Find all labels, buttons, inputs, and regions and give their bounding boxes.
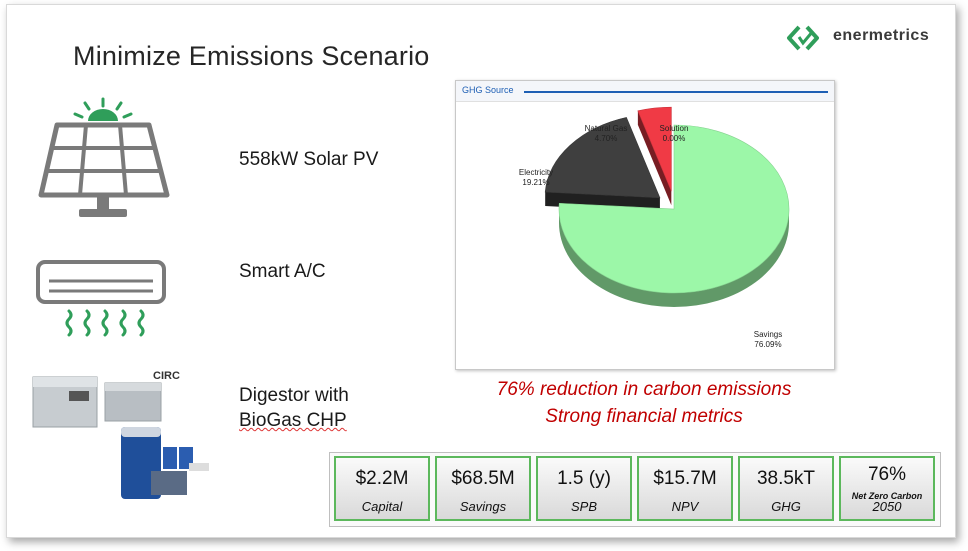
metric-label: 2050 xyxy=(872,499,902,514)
metric-value: 38.5kT xyxy=(756,468,816,489)
air-conditioner-icon xyxy=(36,260,166,337)
metric-label: Savings xyxy=(459,499,507,514)
pie-label-savings: Savings xyxy=(754,330,782,339)
pie-slice-electricity xyxy=(544,117,661,199)
headline-reduction: 76% reduction in carbon emissions xyxy=(496,379,792,400)
metric-value: 1.5 (y) xyxy=(557,468,611,489)
pie-label-natural-gas: Natural Gas xyxy=(585,124,628,133)
metric-label: NPV xyxy=(671,499,699,514)
metric-value: 76% xyxy=(867,464,907,485)
feature-digestor-line1: Digestor with xyxy=(239,385,349,406)
chart-header: GHG Source xyxy=(456,81,834,102)
digestor-equipment-image: CIRC xyxy=(32,370,209,499)
metric-value: $2.2M xyxy=(355,468,409,489)
chart-title-rule xyxy=(524,91,828,93)
pie-value-electricity: 19.21% xyxy=(522,178,549,187)
pie-slice-savings xyxy=(558,124,790,294)
enermetrics-logo-icon xyxy=(787,25,819,51)
pie-value-solution: 0.00% xyxy=(663,134,686,143)
solar-panel-icon xyxy=(38,97,170,217)
metric-label: Capital xyxy=(361,499,403,514)
metric-sub-label: Net Zero Carbon xyxy=(851,491,923,501)
metric-spb: 1.5 (y) SPB xyxy=(536,456,632,521)
pie-slice-natural-gas xyxy=(637,106,672,192)
metric-label: GHG xyxy=(771,499,801,514)
metric-ghg: 38.5kT GHG xyxy=(738,456,834,521)
page-title: Minimize Emissions Scenario xyxy=(73,41,430,71)
feature-digestor-line2: BioGas CHP xyxy=(239,410,347,431)
feature-smart-ac: Smart A/C xyxy=(239,261,326,282)
pie-value-natural-gas: 4.70% xyxy=(595,134,618,143)
headline-financial: Strong financial metrics xyxy=(545,406,743,427)
metric-capital: $2.2M Capital xyxy=(334,456,430,521)
metric-net-zero: 76% Net Zero Carbon 2050 xyxy=(839,456,935,521)
slide: Minimize Emissions Scenario enermetrics xyxy=(6,4,956,538)
feature-solar-pv: 558kW Solar PV xyxy=(239,149,379,170)
pie-value-savings: 76.09% xyxy=(754,340,781,349)
pie-slice-side-savings xyxy=(559,209,789,307)
equipment-label: CIRC xyxy=(153,370,180,382)
logo-text: enermetrics xyxy=(833,27,930,44)
pie-label-electricity: Electricity xyxy=(519,168,553,177)
metric-npv: $15.7M NPV xyxy=(637,456,733,521)
chart-title: GHG Source xyxy=(462,85,514,95)
pie-label-solution: Solution xyxy=(660,124,689,133)
metric-value: $15.7M xyxy=(653,468,717,489)
metric-savings: $68.5M Savings xyxy=(435,456,531,521)
feature-digestor: Digestor with BioGas CHP xyxy=(239,383,349,433)
ghg-source-chart: GHG Source Savings 76.09% Electricity 19.21… xyxy=(455,80,835,370)
metrics-bar: $2.2M Capital $68.5M Savings 1.5 (y) SPB… xyxy=(329,452,941,527)
metric-value: $68.5M xyxy=(451,468,515,489)
logo: enermetrics xyxy=(785,23,945,57)
metric-label: SPB xyxy=(570,499,597,514)
pie-slice-wall-natural-gas xyxy=(637,110,672,206)
